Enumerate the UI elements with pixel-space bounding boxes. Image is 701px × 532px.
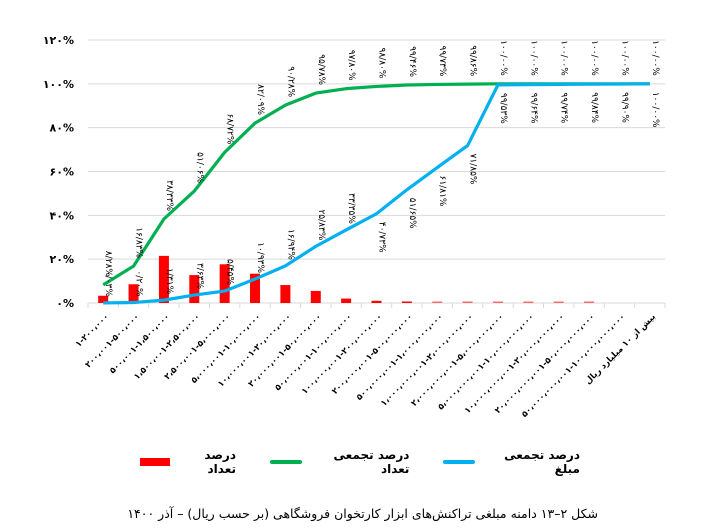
y-tick-label: ۴۰% [50, 209, 74, 222]
bar [219, 264, 230, 303]
cumulative-amount-label: ۹۹/۹۰% [619, 92, 629, 123]
cumulative-count-label: ۱۰۰/۰۰% [559, 40, 569, 76]
cumulative-amount-label: ۱/۳۱% [164, 268, 174, 295]
cumulative-amount-label: ۰/۰۳% [103, 271, 113, 298]
cumulative-amount-label: ۱۰۰/۰۰% [650, 92, 660, 128]
bar [310, 290, 321, 303]
cumulative-count-label: ۱۰۰/۰۰% [498, 40, 508, 76]
cumulative-count-label: ۱۶/۸۳% [134, 227, 144, 258]
cumulative-count-label: ۵۱/۰۶% [194, 152, 204, 183]
x-tick-label: ۲۰۰،۰۰۱-۵۰۰،۰۰۰ [84, 312, 142, 370]
cumulative-count-label: ۹۷/۸۰% [346, 50, 356, 81]
cumulative-amount-line [103, 82, 650, 305]
bar [128, 284, 139, 303]
cumulative-amount-label: ۹۹/۵۳% [498, 93, 508, 124]
y-tick-label: ۰% [56, 297, 74, 310]
y-tick-label: ۱۰۰% [43, 78, 74, 91]
y-tick-label: ۲۰% [50, 253, 74, 266]
legend-swatch-blue [443, 460, 476, 464]
bar [158, 255, 169, 303]
legend-label: درصد تجمعی تعداد [333, 448, 410, 476]
y-tick-label: ۸۰% [50, 122, 74, 135]
cumulative-count-label: ۸/۲۸% [103, 251, 113, 278]
bar [98, 295, 109, 303]
legend-item-cumulative-amount: درصد تجمعی مبلغ [443, 448, 580, 476]
cumulative-amount-label: ۵۱/۶۵% [407, 198, 417, 229]
cumulative-amount-label: ۰/۲۰% [134, 270, 144, 297]
cumulative-amount-label: ۹۹/۶۴% [528, 93, 538, 124]
cumulative-count-label: ۱۰۰/۰۰% [619, 40, 629, 76]
cumulative-count-label: ۶۸/۷۲% [225, 113, 235, 144]
bar [523, 301, 534, 303]
y-tick-label: ۶۰% [50, 166, 74, 179]
bar [341, 298, 352, 303]
cumulative-count-label: ۹۹/۴۶% [407, 46, 417, 77]
y-tick-label: ۱۲۰% [43, 34, 74, 47]
cumulative-amount-label: ۳/۶۳% [194, 263, 204, 290]
legend-item-cumulative-count: درصد تجمعی تعداد [269, 448, 410, 476]
bar [432, 301, 443, 303]
cumulative-amount-label: ۵/۴۵% [225, 259, 235, 286]
cumulative-amount-label: ۹۹/۸۴% [589, 92, 599, 123]
figure-caption: شکل ۲–۱۳ دامنه مبلغی تراکنش‌های ابزار کا… [127, 506, 598, 521]
legend: درصد تجمعی مبلغ درصد تجمعی تعداد درصد تع… [140, 448, 580, 476]
cumulative-amount-label: ۱۶/۹۴% [285, 229, 295, 260]
legend-swatch-red [140, 458, 170, 466]
bar [584, 301, 595, 303]
bar [280, 285, 291, 303]
cumulative-count-label: ۳۸/۳۳% [164, 180, 174, 211]
cumulative-amount-label: ۴۰/۷۳% [377, 222, 387, 253]
cumulative-count-label: ۱۰۰/۰۰% [650, 40, 660, 76]
cumulative-count-label: ۱۰۰/۰۰% [528, 40, 538, 76]
cumulative-count-label: ۹۸/۸۰% [377, 48, 387, 79]
cumulative-count-label: ۹۰/۲۸% [285, 66, 295, 97]
cumulative-count-label: ۸۲/۰۹% [255, 84, 265, 115]
bar [492, 301, 503, 303]
bar [553, 301, 564, 303]
bar [371, 300, 382, 303]
bar [189, 275, 200, 303]
bar [250, 273, 261, 303]
cumulative-count-label: ۹۹/۷۳% [437, 46, 447, 77]
cumulative-amount-label: ۶۱/۸۱% [437, 176, 447, 207]
bar [462, 301, 473, 303]
legend-item-count: درصد تعداد [140, 448, 236, 476]
cumulative-count-label: ۱۰۰/۰۰% [589, 40, 599, 76]
cumulative-amount-label: ۳۳/۳۵% [346, 193, 356, 224]
legend-label: درصد تجمعی مبلغ [504, 448, 580, 476]
legend-label: درصد تعداد [204, 448, 236, 476]
legend-swatch-green [269, 460, 302, 464]
cumulative-count-label: ۹۵/۷۸% [316, 54, 326, 85]
cumulative-amount-label: ۲۵/۸۳% [316, 209, 326, 240]
cumulative-amount-label: ۷۱/۸۵% [468, 154, 478, 185]
cumulative-count-label: ۹۹/۸۶% [468, 45, 478, 76]
cumulative-amount-label: ۹۹/۷۴% [559, 92, 569, 123]
bar [401, 301, 412, 303]
cumulative-amount-label: ۱۰/۹۳% [255, 242, 265, 273]
